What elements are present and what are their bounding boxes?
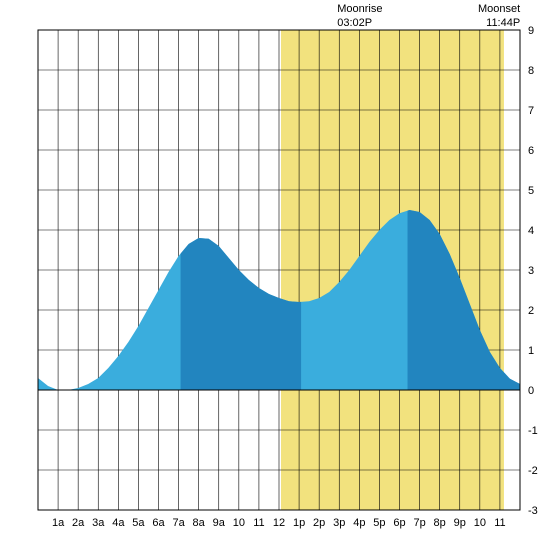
- svg-text:2: 2: [528, 305, 534, 317]
- svg-text:8a: 8a: [193, 517, 206, 529]
- moonset-time: 11:44P: [486, 17, 520, 29]
- svg-text:-1: -1: [528, 425, 538, 437]
- svg-text:2p: 2p: [313, 517, 325, 529]
- svg-text:7p: 7p: [413, 517, 425, 529]
- moonrise-label: Moonrise: [337, 3, 382, 15]
- svg-text:1a: 1a: [52, 517, 65, 529]
- svg-text:9: 9: [528, 25, 534, 37]
- moonrise-time: 03:02P: [337, 17, 372, 29]
- svg-text:8: 8: [528, 65, 534, 77]
- svg-text:3a: 3a: [92, 517, 105, 529]
- svg-text:1p: 1p: [293, 517, 305, 529]
- svg-text:-2: -2: [528, 465, 538, 477]
- svg-text:7: 7: [528, 105, 534, 117]
- svg-text:1: 1: [528, 345, 534, 357]
- svg-text:6: 6: [528, 145, 534, 157]
- svg-text:5: 5: [528, 185, 534, 197]
- svg-text:3p: 3p: [333, 517, 345, 529]
- svg-text:9p: 9p: [454, 517, 466, 529]
- svg-text:11: 11: [253, 517, 264, 529]
- moonrise-annotation: Moonrise 03:02P: [337, 2, 382, 31]
- moonset-label: Moonset: [478, 3, 520, 15]
- svg-text:4: 4: [528, 225, 534, 237]
- svg-text:8p: 8p: [434, 517, 446, 529]
- svg-text:11: 11: [494, 517, 505, 529]
- svg-text:5p: 5p: [373, 517, 385, 529]
- svg-text:10: 10: [233, 517, 245, 529]
- svg-text:6p: 6p: [393, 517, 405, 529]
- svg-text:6a: 6a: [152, 517, 165, 529]
- tide-chart: Moonrise 03:02P Moonset 11:44P 1a2a3a4a5…: [0, 0, 550, 550]
- svg-text:2a: 2a: [72, 517, 85, 529]
- svg-text:10: 10: [474, 517, 486, 529]
- svg-text:3: 3: [528, 265, 534, 277]
- svg-text:5a: 5a: [132, 517, 145, 529]
- svg-text:4a: 4a: [112, 517, 125, 529]
- svg-text:9a: 9a: [213, 517, 226, 529]
- svg-text:7a: 7a: [172, 517, 185, 529]
- svg-text:12: 12: [273, 517, 285, 529]
- svg-text:0: 0: [528, 385, 534, 397]
- svg-text:4p: 4p: [353, 517, 365, 529]
- moonset-annotation: Moonset 11:44P: [478, 2, 520, 31]
- chart-svg: 1a2a3a4a5a6a7a8a9a1011121p2p3p4p5p6p7p8p…: [0, 0, 550, 550]
- svg-text:-3: -3: [528, 505, 538, 517]
